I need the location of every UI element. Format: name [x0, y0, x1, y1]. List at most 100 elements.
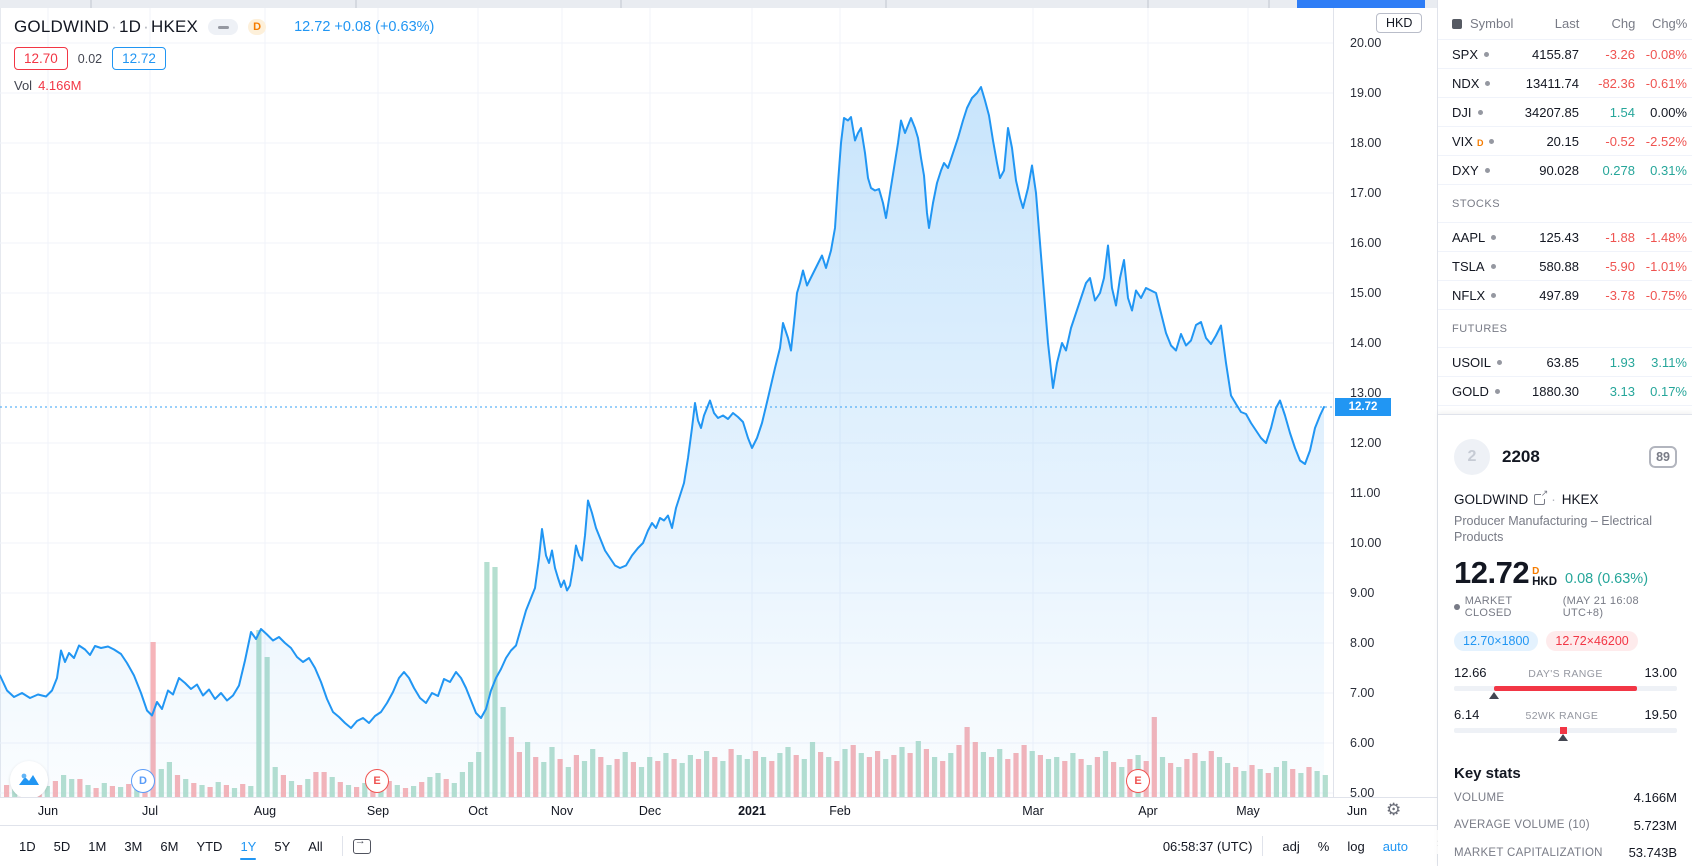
earnings-marker[interactable]: E [1126, 769, 1150, 793]
watchlist-row-vix[interactable]: VIX D 20.15 -0.52 -2.52% [1438, 127, 1692, 156]
range-button-1y[interactable]: 1Y [231, 835, 265, 860]
symbol-title[interactable]: GOLDWIND · 1D · HKEX [14, 17, 199, 36]
wk52-low: 6.14 [1454, 707, 1480, 722]
price-tick: 20.00 [1350, 36, 1382, 50]
market-dot-icon [1484, 167, 1490, 173]
ask-size-chip[interactable]: 12.72×46200 [1546, 631, 1638, 651]
day-range-marker [1489, 692, 1500, 699]
market-dot-icon [1477, 109, 1483, 115]
go-to-date-icon[interactable] [352, 835, 371, 854]
market-dot-icon [1491, 234, 1497, 240]
time-tick: 2021 [738, 804, 766, 818]
market-dot-icon [1489, 138, 1495, 144]
watchlist-row-tsla[interactable]: TSLA 580.88 -5.90 -1.01% [1438, 252, 1692, 281]
range-button-5d[interactable]: 5D [53, 838, 71, 854]
company-name[interactable]: GOLDWIND [1454, 492, 1529, 507]
range-button-6m[interactable]: 6M [160, 838, 179, 854]
range-button-all[interactable]: All [308, 838, 323, 854]
market-dot-icon [1497, 359, 1503, 365]
ask-button[interactable]: 12.72 [112, 47, 166, 70]
52wk-range: 6.14 52WK RANGE 19.50 [1454, 707, 1677, 743]
time-tick: Nov [550, 804, 574, 818]
spread-value: 0.02 [77, 51, 103, 66]
range-button-1m[interactable]: 1M [88, 838, 107, 854]
price-tick: 16.00 [1350, 236, 1382, 250]
watchlist-row-dxy[interactable]: DXY 90.028 0.278 0.31% [1438, 156, 1692, 185]
price-tick: 15.00 [1350, 286, 1382, 300]
mountain-logo-icon [19, 773, 39, 785]
range-button-1d[interactable]: 1D [19, 838, 36, 854]
wk52-range-label: 52WK RANGE [1525, 710, 1599, 722]
chart-legend: GOLDWIND · 1D · HKEX D 12.72 +0.08 (+0.63%) … [14, 14, 434, 93]
market-dot-icon [1490, 263, 1496, 269]
price-tick: 17.00 [1350, 186, 1382, 200]
score-badge[interactable]: 89 [1649, 446, 1677, 468]
market-status: MARKET CLOSED [1464, 595, 1513, 619]
price-tick: 5.00 [1350, 786, 1375, 800]
symbol-avatar: 2 [1454, 439, 1490, 475]
time-axis[interactable]: Jun Jul Aug Sep Oct Nov Dec 2021 Feb Mar Apr May Jun… [0, 797, 1437, 825]
watchlist-row-gold[interactable]: GOLD 1880.30 3.13 0.17% [1438, 377, 1692, 406]
mode-button-adj[interactable]: adj [1282, 838, 1300, 854]
price-tick: 6.00 [1350, 736, 1375, 750]
price-tick: 19.00 [1350, 86, 1382, 100]
watchlist-row-ndx[interactable]: NDX 13411.74 -82.36 -0.61% [1438, 69, 1692, 98]
watchlist-row-nflx[interactable]: NFLX 497.89 -3.78 -0.75% [1438, 281, 1692, 310]
market-dot-icon [1494, 388, 1500, 394]
sector-label[interactable]: Producer Manufacturing – Electrical Prod… [1454, 514, 1653, 544]
clock[interactable]: 06:58:37 (UTC) [1162, 838, 1253, 854]
watchlist-section-futures: FUTURES [1438, 310, 1692, 348]
external-link-icon[interactable] [1534, 488, 1549, 505]
watchlist-header[interactable]: Symbol Last Chg Chg% [1438, 0, 1692, 40]
bid-button[interactable]: 12.70 [14, 47, 68, 70]
watchlist-row-spx[interactable]: SPX 4155.87 -3.26 -0.08% [1438, 40, 1692, 69]
line-style-icon[interactable] [208, 19, 239, 35]
range-button-3m[interactable]: 3M [124, 838, 143, 854]
symbol-details-panel: 2 2208 89 GOLDWIND · HKEX Producer Manuf… [1438, 414, 1692, 866]
wk52-price-square [1560, 727, 1568, 734]
exchange-name[interactable]: HKEX [1561, 492, 1599, 507]
currency-button[interactable]: HKD [1376, 13, 1423, 33]
wk52-high: 19.50 [1644, 707, 1677, 722]
market-dot-icon [1491, 292, 1497, 298]
watchlist-section-stocks: STOCKS [1438, 185, 1692, 223]
gear-icon[interactable]: ⚙ [1386, 800, 1402, 819]
earnings-marker[interactable]: E [365, 769, 389, 793]
key-stats-title: Key stats [1454, 765, 1521, 782]
range-button-ytd[interactable]: YTD [196, 838, 223, 854]
mode-button-percent[interactable]: % [1317, 838, 1330, 854]
price-tick: 9.00 [1350, 586, 1375, 600]
mode-button-log[interactable]: log [1347, 838, 1365, 854]
watchlist-row-dji[interactable]: DJI 34207.85 1.54 0.00% [1438, 98, 1692, 127]
last-price-label: 12.72 [1335, 398, 1391, 416]
price-tick: 11.00 [1350, 486, 1381, 500]
price-chart[interactable] [0, 8, 1333, 797]
mode-button-auto[interactable]: auto [1382, 838, 1408, 854]
bid-size-chip[interactable]: 12.70×1800 [1454, 631, 1539, 651]
time-tick: May [1236, 804, 1260, 818]
currency-code: HKD [1532, 576, 1557, 588]
ticker-code: 2208 [1502, 447, 1540, 466]
flag-column-icon [1452, 19, 1462, 29]
price-tick: 14.00 [1350, 336, 1382, 350]
volume-legend[interactable]: Vol 4.166M [14, 78, 82, 93]
key-stat-row: VOLUME 4.166M [1454, 790, 1677, 806]
time-tick: Mar [1022, 804, 1044, 818]
dividend-marker[interactable]: D [131, 769, 155, 793]
tradingview-logo[interactable] [10, 761, 48, 799]
price-tick: 18.00 [1350, 136, 1382, 150]
time-tick: Oct [468, 804, 488, 818]
time-tick: Apr [1138, 804, 1158, 818]
right-sidebar: › Symbol Last Chg Chg% SPX 4155.87 -3.26… [1437, 0, 1692, 866]
watchlist-row-usoil[interactable]: USOIL 63.85 1.93 3.11% [1438, 348, 1692, 377]
watchlist-row-aapl[interactable]: AAPL 125.43 -1.88 -1.48% [1438, 223, 1692, 252]
range-button-5y[interactable]: 5Y [274, 838, 291, 854]
delayed-data-badge: D [248, 19, 267, 35]
watchlist: Symbol Last Chg Chg% SPX 4155.87 -3.26 -… [1438, 0, 1692, 414]
watchlist-row-silver[interactable]: SILVER 27.529 -0.215 -0.77% [1438, 406, 1692, 415]
price-scale[interactable]: HKD 20.00 19.00 18.00 17.00 16.00 15.00 14.00 1… [1333, 8, 1437, 825]
days-range: 12.66 DAY'S RANGE 13.00 [1454, 665, 1677, 701]
top-tabs-strip [0, 0, 1692, 8]
time-tick: Jul [142, 804, 158, 818]
